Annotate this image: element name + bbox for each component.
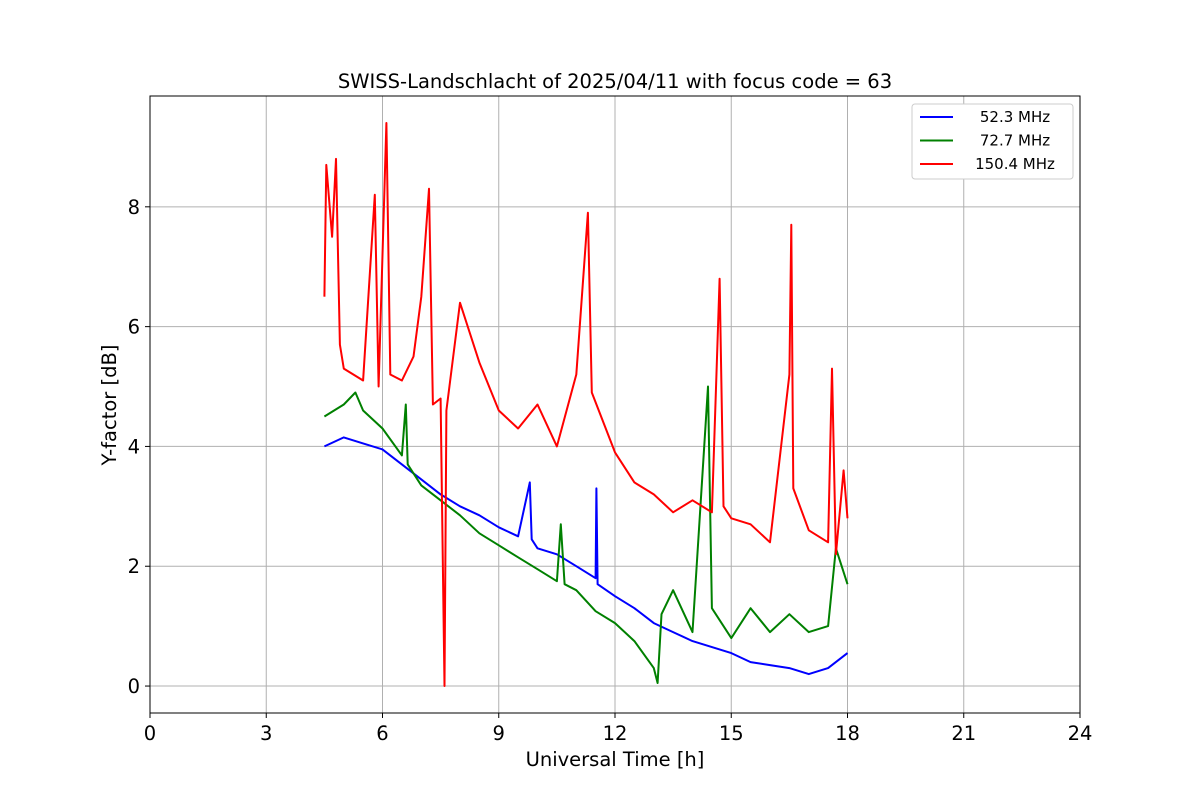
x-tick-label: 9 xyxy=(493,722,505,745)
legend-box xyxy=(911,103,1074,180)
x-tick-label: 21 xyxy=(951,722,976,745)
legend-label: 52.3 MHz xyxy=(980,108,1050,126)
x-tick-label: 24 xyxy=(1068,722,1093,745)
series-line-1 xyxy=(323,436,849,676)
x-tick-label: 15 xyxy=(719,722,744,745)
chart-title: SWISS-Landschlacht of 2025/04/11 with fo… xyxy=(338,70,892,93)
y-tick-label: 0 xyxy=(128,675,140,698)
x-tick-label: 18 xyxy=(835,722,860,745)
y-tick-label: 2 xyxy=(128,555,140,578)
y-tick-label: 6 xyxy=(128,316,140,339)
x-tick-label: 0 xyxy=(144,722,156,745)
series-line-3 xyxy=(323,122,849,687)
legend-label: 150.4 MHz xyxy=(975,155,1055,173)
x-tick-label: 12 xyxy=(603,722,628,745)
x-tick-label: 6 xyxy=(376,722,388,745)
x-axis: 0 3 6 9 12 15 18 21 24 xyxy=(144,713,1093,745)
legend-label: 72.7 MHz xyxy=(980,132,1050,150)
x-axis-label: Universal Time [h] xyxy=(526,748,705,771)
legend: 52.3 MHz 72.7 MHz 150.4 MHz xyxy=(911,103,1074,180)
grid-layer xyxy=(149,96,1081,713)
y-tick-label: 4 xyxy=(128,435,140,458)
y-tick-label: 8 xyxy=(128,196,140,219)
y-axis: 0 2 4 6 8 xyxy=(128,196,150,698)
x-tick-label: 3 xyxy=(260,722,272,745)
y-axis-label: Y-factor [dB] xyxy=(98,345,121,467)
series-layer xyxy=(323,122,849,687)
series-line-2 xyxy=(323,385,849,684)
